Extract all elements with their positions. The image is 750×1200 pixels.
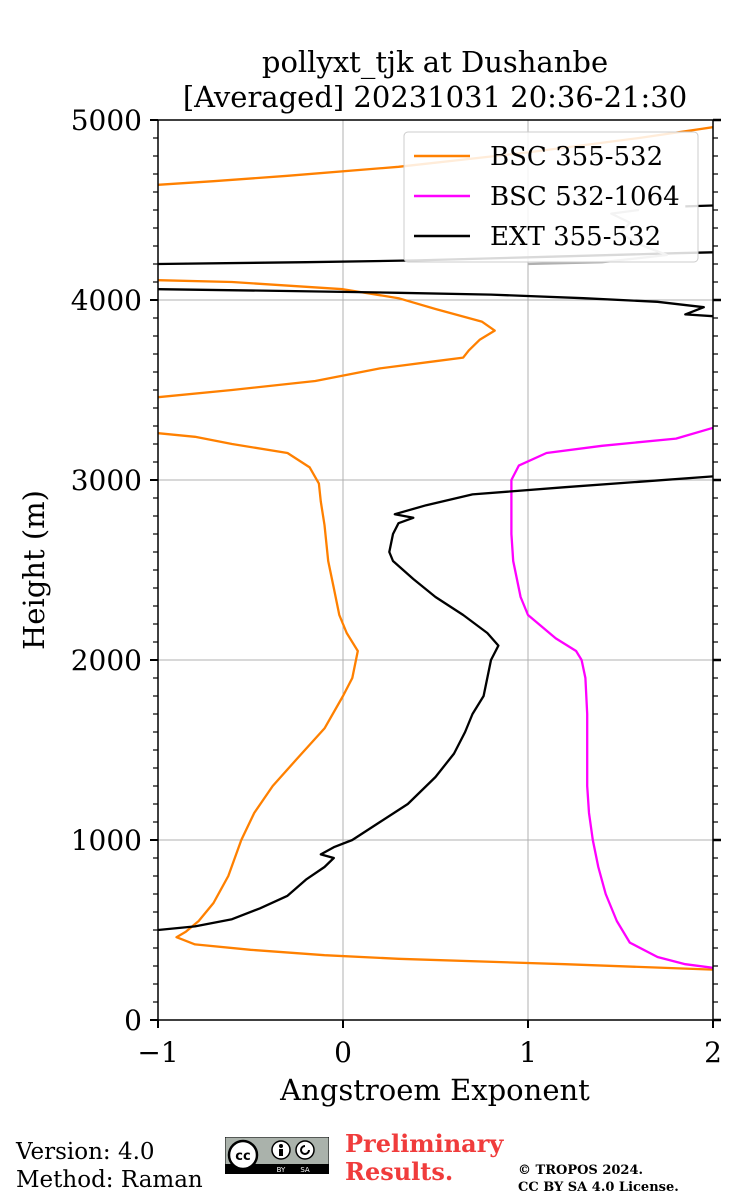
y-tick-label: 4000 (71, 284, 142, 317)
series-line-ext-355-532-upper (158, 288, 713, 318)
method-label: Method: Raman (16, 1167, 203, 1193)
cc-by-sa-badge: cc BY SA (225, 1137, 329, 1174)
series-line-bsc-355-532-upper (158, 279, 496, 399)
chart-title: pollyxt_tjk at Dushanbe (262, 45, 608, 80)
copyright-label: © TROPOS 2024. (518, 1163, 644, 1178)
x-tick-label: 0 (334, 1036, 352, 1069)
y-axis-label: Height (m) (17, 490, 51, 650)
legend: BSC 355-532 BSC 532-1064 EXT 355-532 (403, 131, 699, 263)
series-line-bsc-532-1064 (510, 426, 713, 969)
results-label: Results. (345, 1157, 454, 1186)
series-line-bsc-355-532 (158, 432, 713, 971)
license-label: CC BY SA 4.0 License. (518, 1180, 679, 1195)
x-tick-label: 2 (704, 1036, 722, 1069)
legend-box (403, 131, 699, 263)
y-tick-label: 1000 (71, 824, 142, 857)
legend-label-bsc-355-532: BSC 355-532 (490, 142, 663, 172)
badge-bottom-strip (225, 1164, 329, 1174)
x-tick-label: −1 (137, 1036, 178, 1069)
sa-icon-arrow (300, 1145, 310, 1155)
y-tick-label: 5000 (71, 104, 142, 137)
x-tick-label: 1 (519, 1036, 537, 1069)
chart-subtitle: [Averaged] 20231031 20:36-21:30 (183, 80, 687, 114)
legend-label-ext-355-532: EXT 355-532 (490, 222, 661, 252)
cc-icon-text: cc (235, 1149, 250, 1164)
series-line-ext-355-532 (158, 475, 713, 932)
sa-label: SA (300, 1166, 310, 1174)
cc-icon (227, 1139, 259, 1171)
by-label: BY (277, 1166, 286, 1174)
preliminary-label: Preliminary (345, 1129, 504, 1158)
grid-lines (158, 120, 713, 1020)
y-tick-label: 2000 (71, 644, 142, 677)
sa-icon (295, 1140, 315, 1160)
x-axis-label: Angstroem Exponent (279, 1073, 590, 1107)
legend-label-bsc-532-1064: BSC 532-1064 (490, 182, 680, 212)
version-label: Version: 4.0 (16, 1139, 155, 1165)
y-tick-label: 3000 (71, 464, 142, 497)
y-tick-label: 0 (124, 1004, 142, 1037)
by-icon-body (279, 1149, 283, 1156)
by-icon-head (279, 1144, 283, 1148)
